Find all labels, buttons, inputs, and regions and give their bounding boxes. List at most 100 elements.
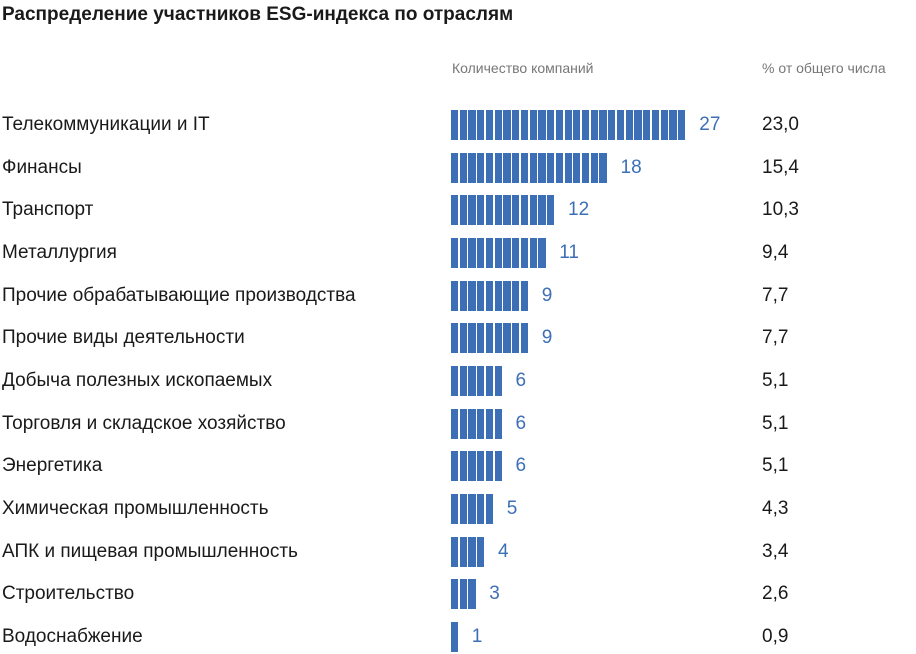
bar-segment [599,152,607,183]
bar-segment [538,238,546,268]
bar [451,366,503,397]
bar-segment [538,195,546,226]
bar-segment [547,195,555,226]
column-header-count: Количество компаний [452,60,594,76]
bar-segment [477,536,485,567]
category-label: Химическая промышленность [2,498,269,520]
bar-segment [529,238,537,268]
bar-segment [451,110,459,140]
bar-segment [459,536,467,567]
bar-segment [485,110,494,140]
bar-segment [512,152,520,183]
bar-segment [564,152,572,183]
bar-segment [459,408,467,439]
chart-row: Металлургия 11 9,4 [0,238,916,270]
bar [451,110,687,140]
bar-segment [459,451,467,482]
category-label: Торговля и складское хозяйство [2,412,286,434]
percent-value: 7,7 [762,284,789,306]
chart-row: Прочие виды деятельности 9 7,7 [0,323,916,355]
bar [451,494,495,525]
data-label: 3 [489,583,500,605]
bar [451,451,503,482]
bar-segment [459,366,467,397]
bar-segment [529,110,537,140]
bar-segment [512,110,520,140]
bar-segment [599,110,607,140]
bar-segment [477,451,485,482]
percent-value: 7,7 [762,327,789,349]
bar-segment [485,408,494,439]
chart-row: Телекоммуникации и IT 27 23,0 [0,110,916,142]
bar [451,280,530,311]
bar-segment [468,536,476,567]
bar-segment [520,280,529,311]
bar-segment [503,280,511,311]
bar-segment [494,451,502,482]
chart-row: Добыча полезных ископаемых 6 5,1 [0,366,916,398]
bar-segment [451,494,459,525]
bar-segment [477,195,485,226]
bar-segment [520,238,529,268]
data-label: 6 [515,370,527,392]
bar-segment [538,152,546,183]
bar-segment [555,110,563,140]
category-label: Транспорт [2,199,94,221]
bar-segment [485,238,494,268]
bar-segment [468,366,476,397]
bar-segment [468,323,476,354]
bar-segment [494,408,502,439]
bar-segment [451,195,459,226]
bar-segment [529,152,537,183]
bar-segment [468,280,476,311]
bar-segment [573,152,581,183]
bar-segment [459,238,467,268]
percent-value: 15,4 [762,156,799,178]
data-label: 1 [471,626,483,648]
bar-segment [520,323,529,354]
bar-segment [503,110,511,140]
bar-segment [459,579,467,610]
bar-segment [477,110,485,140]
bar-segment [512,238,520,268]
bar-segment [477,152,485,183]
bar-segment [468,152,476,183]
bar-segment [494,366,502,397]
percent-value: 2,6 [762,583,789,605]
bar-segment [503,323,511,354]
chart-row: Водоснабжение 1 0,9 [0,622,916,654]
bar-segment [451,451,459,482]
bar-segment [459,323,467,354]
bar-segment [494,195,502,226]
bar-segment [512,195,520,226]
bar-segment [634,110,642,140]
data-label: 12 [568,199,590,221]
chart-row: Торговля и складское хозяйство 6 5,1 [0,408,916,441]
bar-segment [573,110,581,140]
bar-segment [485,451,494,482]
bar-segment [477,238,485,268]
category-label: АПК и пищевая промышленность [2,540,298,562]
chart-row: Финансы 18 15,4 [0,152,916,185]
bar [451,323,530,354]
bar-segment [485,366,494,397]
bar-segment [520,195,529,226]
bar-segment [477,366,485,397]
bar-segment [590,152,598,183]
category-label: Прочие виды деятельности [2,327,245,349]
data-label: 6 [515,412,527,434]
bar-segment [582,110,590,140]
bar-segment [564,110,572,140]
category-label: Строительство [2,583,135,605]
bar-segment [512,323,520,354]
bar-segment [529,195,537,226]
bar-segment [468,110,476,140]
bar-segment [451,152,459,183]
bar [451,536,486,567]
bar-segment [451,536,459,567]
bar-segment [494,152,502,183]
data-label: 11 [559,242,579,263]
bar-segment [485,195,494,226]
bar [451,195,556,226]
bar-segment [512,280,520,311]
